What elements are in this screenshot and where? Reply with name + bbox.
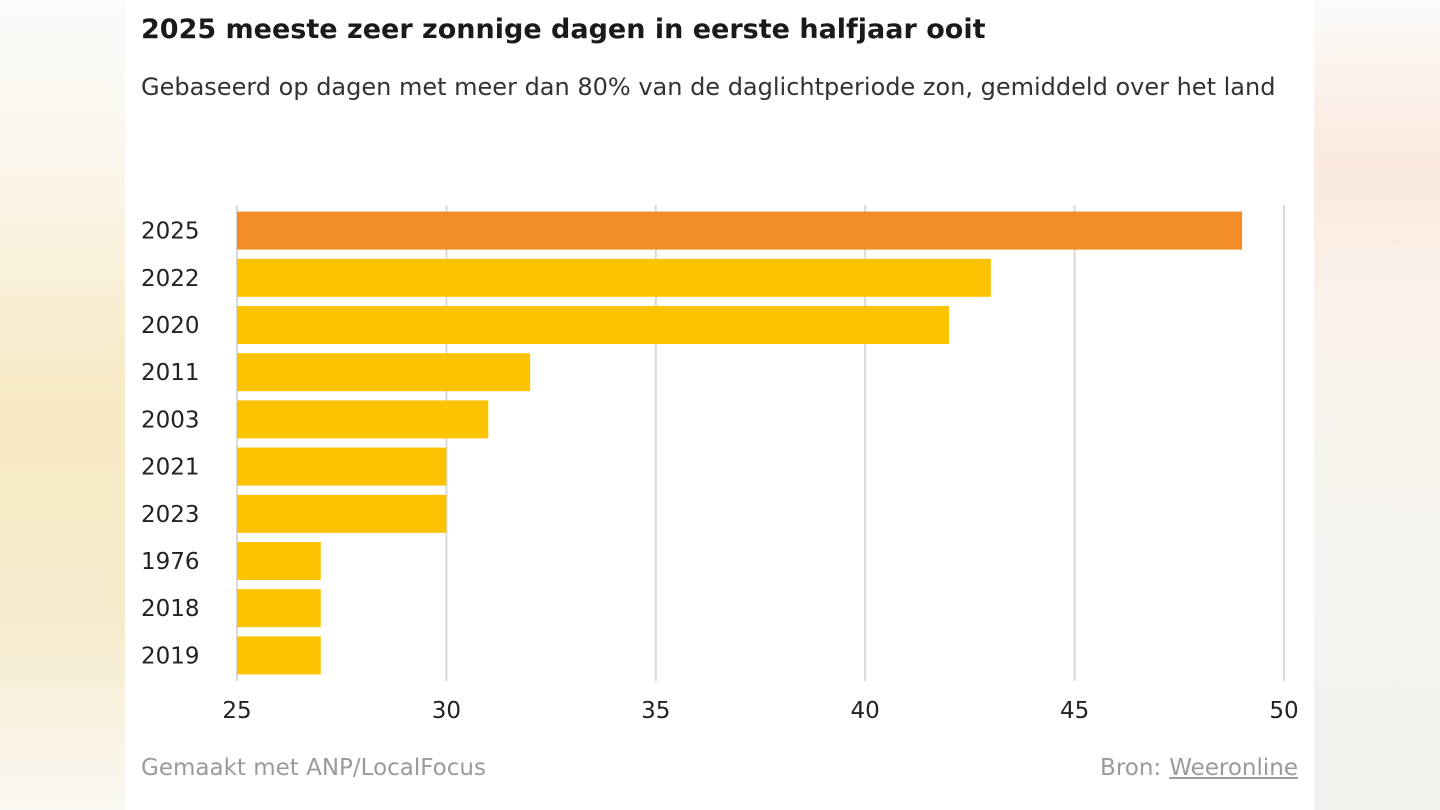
x-tick-label: 35 bbox=[641, 698, 670, 724]
bar-2011 bbox=[237, 353, 531, 392]
background-right bbox=[1314, 0, 1440, 810]
bar-2018 bbox=[237, 589, 321, 628]
chart-card: 2025 meeste zeer zonnige dagen in eerste… bbox=[125, 0, 1314, 810]
category-label: 2019 bbox=[141, 643, 200, 669]
bar-2019 bbox=[237, 636, 321, 675]
x-tick-label: 50 bbox=[1269, 698, 1298, 724]
category-label: 2003 bbox=[141, 407, 200, 433]
bar-1976 bbox=[237, 542, 321, 580]
source-label: Bron: bbox=[1100, 755, 1162, 781]
bar-2020 bbox=[237, 306, 949, 344]
bar-2022 bbox=[237, 258, 991, 297]
x-tick-label: 40 bbox=[851, 698, 880, 724]
category-label: 2022 bbox=[141, 266, 200, 292]
bar-2003 bbox=[237, 400, 489, 439]
x-tick-label: 25 bbox=[222, 698, 251, 724]
source-text: Bron: Weeronline bbox=[1100, 755, 1298, 781]
bars bbox=[237, 211, 1243, 675]
x-tick-label: 30 bbox=[432, 698, 461, 724]
category-label: 2020 bbox=[141, 313, 200, 339]
category-label: 2021 bbox=[141, 455, 200, 481]
category-label: 2025 bbox=[141, 219, 200, 245]
source-link[interactable]: Weeronline bbox=[1169, 755, 1298, 781]
category-label: 2018 bbox=[141, 596, 200, 622]
x-tick-label: 45 bbox=[1060, 698, 1089, 724]
chart-subtitle: Gebaseerd op dagen met meer dan 80% van … bbox=[141, 73, 1276, 101]
bar-2025 bbox=[237, 211, 1243, 250]
category-label: 1976 bbox=[141, 549, 200, 575]
bar-2023 bbox=[237, 494, 447, 533]
x-axis-tick-labels: 25 30 35 40 45 50 bbox=[222, 698, 1298, 724]
chart-title: 2025 meeste zeer zonnige dagen in eerste… bbox=[141, 14, 986, 45]
bar-chart: 2025 2022 2020 2011 2003 2021 2023 1976 2018 2019… bbox=[141, 205, 1299, 724]
credit-text: Gemaakt met ANP/LocalFocus bbox=[141, 755, 486, 781]
category-label: 2011 bbox=[141, 360, 200, 386]
category-label: 2023 bbox=[141, 502, 200, 528]
bar-2021 bbox=[237, 447, 447, 486]
background-left bbox=[0, 0, 125, 810]
category-labels: 2025 2022 2020 2011 2003 2021 2023 1976 2018 2019 bbox=[141, 219, 200, 670]
